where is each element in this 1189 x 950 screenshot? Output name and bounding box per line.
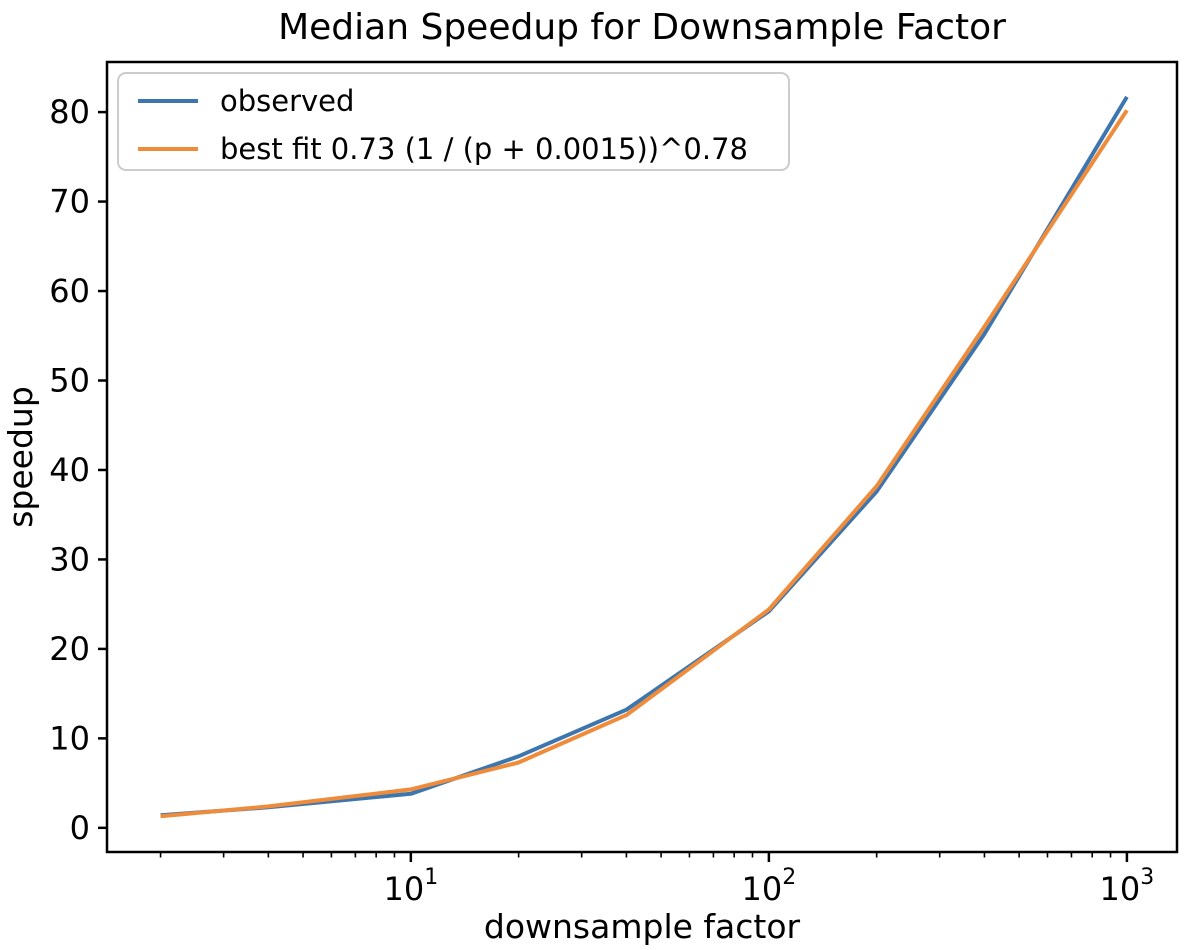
y-tick-label: 50 bbox=[49, 362, 90, 400]
y-tick-label: 0 bbox=[70, 809, 90, 847]
x-tick-label: 103 bbox=[1100, 865, 1155, 908]
y-tick-label: 70 bbox=[49, 183, 90, 221]
legend-label-0: observed bbox=[220, 84, 354, 118]
x-tick-label: 102 bbox=[742, 865, 797, 908]
axes-frame bbox=[105, 60, 1179, 854]
chart-title: Median Speedup for Downsample Factor bbox=[278, 7, 1006, 48]
series-line-0 bbox=[160, 95, 1129, 818]
x-axis-label: downsample factor bbox=[484, 907, 801, 946]
y-tick-label: 40 bbox=[49, 451, 90, 489]
legend-label-1: best fit 0.73 (1 / (p + 0.0015))^0.78 bbox=[220, 132, 748, 166]
y-tick-label: 20 bbox=[49, 630, 90, 668]
y-tick-label: 80 bbox=[49, 93, 90, 131]
y-tick-label: 60 bbox=[49, 272, 90, 310]
y-tick-label: 30 bbox=[49, 540, 90, 578]
legend-box bbox=[117, 72, 790, 171]
y-axis-label: speedup bbox=[1, 386, 40, 528]
y-tick-label: 10 bbox=[49, 719, 90, 757]
x-tick-label: 101 bbox=[383, 865, 438, 908]
series-line-1 bbox=[160, 109, 1129, 819]
